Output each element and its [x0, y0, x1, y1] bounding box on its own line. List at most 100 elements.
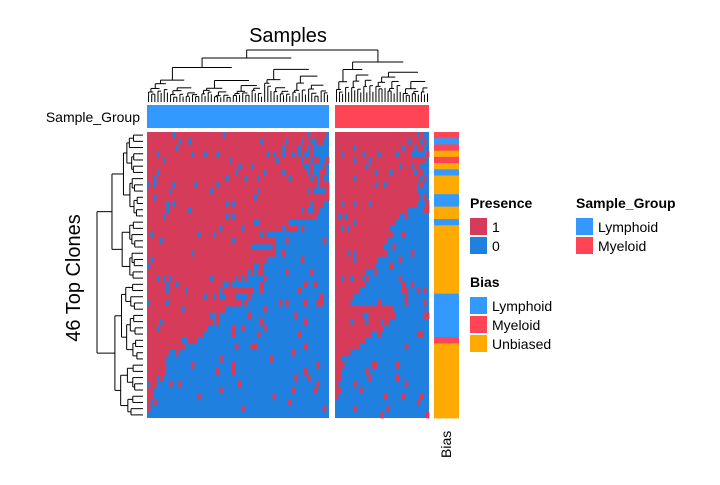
heatmap-cell — [347, 299, 351, 307]
heatmap-cell — [389, 138, 394, 145]
heatmap-cell — [281, 200, 286, 208]
heatmap-cell — [172, 169, 176, 176]
heatmap-cell — [147, 200, 151, 208]
heatmap-cell — [365, 250, 369, 257]
heatmap-cell — [241, 194, 245, 201]
heatmap-cell — [153, 225, 157, 232]
heatmap-cell — [153, 299, 157, 307]
heatmap-cell — [259, 237, 264, 245]
heatmap-cell — [266, 175, 270, 183]
heatmap-cell — [203, 225, 208, 232]
heatmap-cell — [231, 250, 236, 257]
heatmap-cell — [253, 200, 258, 208]
bias-cell-lymphoid — [434, 324, 459, 332]
heatmap-cell — [153, 399, 157, 406]
heatmap-cell — [147, 169, 151, 176]
heatmap-cell — [362, 237, 366, 245]
heatmap-cell — [377, 318, 381, 326]
heatmap-cell — [159, 299, 164, 307]
heatmap-cell — [350, 212, 354, 220]
heatmap-cell — [297, 138, 302, 145]
heatmap-cell — [285, 200, 289, 208]
heatmap-cell — [200, 262, 204, 270]
heatmap-cell — [162, 200, 167, 208]
heatmap-cell — [392, 150, 397, 158]
heatmap-cell — [374, 144, 378, 152]
heatmap-cell — [401, 287, 406, 295]
heatmap-cell — [377, 312, 381, 319]
heatmap-cell — [197, 187, 201, 195]
heatmap-cell — [159, 169, 164, 176]
heatmap-cell — [335, 362, 339, 369]
heatmap-cell — [365, 262, 369, 270]
heatmap-cell — [294, 374, 299, 382]
heatmap-cell — [316, 380, 320, 388]
heatmap-cell — [197, 306, 201, 313]
heatmap-cell — [359, 275, 363, 282]
heatmap-cell — [353, 231, 357, 239]
heatmap-cell — [253, 181, 258, 189]
heatmap-cell — [197, 156, 201, 164]
heatmap-cell — [344, 181, 348, 189]
heatmap-cell — [225, 275, 229, 282]
heatmap-cell — [156, 362, 160, 369]
heatmap-cell — [359, 268, 363, 276]
heatmap-cell — [194, 212, 198, 220]
heatmap-cell — [395, 132, 400, 139]
heatmap-cell — [401, 138, 406, 145]
heatmap-cell — [338, 237, 342, 245]
heatmap-cell — [222, 212, 226, 220]
heatmap-cell — [247, 231, 251, 239]
heatmap-cell — [184, 312, 189, 319]
heatmap-cell — [178, 299, 182, 307]
heatmap-cell — [250, 256, 255, 263]
legend-title-bias: Bias — [470, 274, 500, 290]
heatmap-cell — [228, 144, 233, 152]
heatmap-cell — [347, 212, 351, 220]
heatmap-cell — [307, 374, 311, 382]
heatmap-cell — [269, 187, 273, 195]
heatmap-cell — [425, 150, 430, 158]
heatmap-cell — [386, 405, 390, 413]
heatmap-cell — [203, 206, 208, 214]
heatmap-cell — [386, 225, 390, 232]
heatmap-cell — [368, 262, 372, 270]
heatmap-cell — [377, 306, 381, 313]
heatmap-cell — [241, 250, 245, 257]
heatmap-cell — [322, 132, 327, 139]
heatmap-cell — [380, 200, 384, 208]
heatmap-cell — [190, 187, 195, 195]
heatmap-cell — [350, 225, 354, 232]
heatmap-cell — [187, 231, 192, 239]
heatmap-cell — [187, 281, 192, 288]
heatmap-cell — [344, 132, 348, 139]
heatmap-cell — [338, 299, 342, 307]
heatmap-cell — [344, 243, 348, 251]
heatmap-cell — [359, 256, 363, 263]
heatmap-cell — [244, 287, 248, 295]
heatmap-cell — [234, 138, 239, 145]
heatmap-cell — [413, 132, 418, 139]
heatmap-cell — [338, 275, 342, 282]
heatmap-cell — [165, 212, 170, 220]
heatmap-cell — [335, 237, 339, 245]
heatmap-cell — [159, 293, 164, 301]
heatmap-cell — [297, 169, 302, 176]
heatmap-cell — [219, 187, 223, 195]
heatmap-cell — [338, 219, 342, 226]
heatmap-cell — [231, 275, 236, 282]
heatmap-cell — [228, 212, 233, 220]
heatmap-cell — [190, 163, 195, 170]
heatmap-cell — [234, 287, 239, 295]
heatmap-cell — [294, 163, 299, 170]
heatmap-cell — [150, 386, 154, 394]
heatmap-cell — [178, 324, 182, 332]
heatmap-cell — [407, 187, 412, 195]
heatmap-cell — [300, 175, 305, 183]
bias-cell-unbiased — [434, 411, 459, 419]
bias-cell-lymphoid — [434, 318, 459, 326]
heatmap-cell — [341, 181, 345, 189]
heatmap-cell — [172, 281, 176, 288]
bias-cell-unbiased — [434, 206, 459, 214]
heatmap-cell — [374, 318, 378, 326]
